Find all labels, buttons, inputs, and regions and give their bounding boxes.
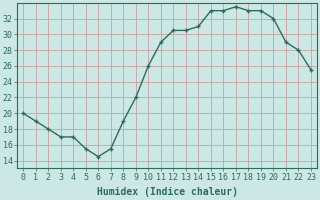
X-axis label: Humidex (Indice chaleur): Humidex (Indice chaleur)	[97, 187, 237, 197]
